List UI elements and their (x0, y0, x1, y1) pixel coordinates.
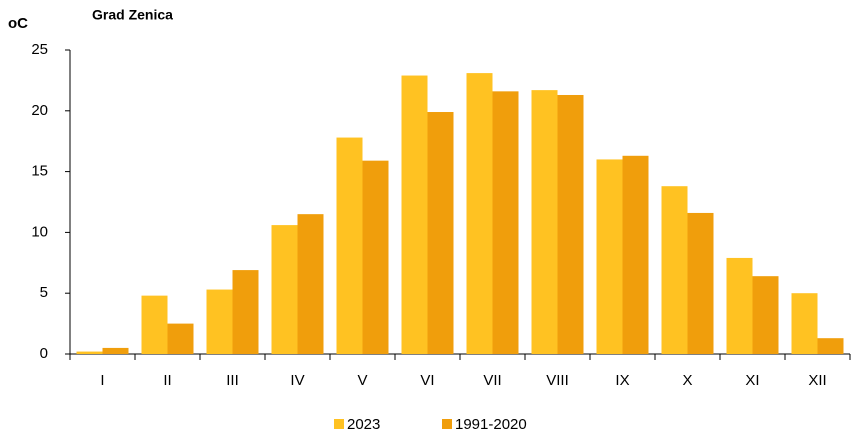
bar (141, 295, 168, 354)
bar (427, 112, 454, 355)
x-tick-label: VII (483, 372, 501, 389)
bar (336, 137, 363, 354)
legend-label: 1991-2020 (455, 416, 527, 433)
x-tick-label: XII (808, 372, 826, 389)
bar (167, 323, 194, 354)
bar (206, 289, 233, 354)
x-tick-label: VIII (546, 372, 569, 389)
bar (466, 73, 493, 354)
chart-title: Grad Zenica (92, 7, 173, 23)
bar (817, 338, 844, 354)
y-axis-label: oC (8, 15, 28, 32)
bar (557, 94, 584, 354)
y-tick-label: 15 (31, 163, 48, 180)
bar (791, 293, 818, 354)
y-tick-label: 20 (31, 102, 48, 119)
x-tick-label: X (682, 372, 692, 389)
bar (687, 212, 714, 354)
bar (622, 155, 649, 354)
x-tick-label: II (163, 372, 171, 389)
x-tick-label: VI (420, 372, 434, 389)
legend-label: 2023 (347, 416, 380, 433)
bar (401, 75, 428, 354)
bar (531, 90, 558, 355)
bar (297, 214, 324, 354)
x-tick-label: V (357, 372, 367, 389)
bar (726, 257, 753, 354)
bar (596, 159, 623, 354)
x-tick-label: IX (615, 372, 629, 389)
x-tick-label: IV (290, 372, 304, 389)
bar (76, 351, 103, 354)
x-tick-label: III (226, 372, 239, 389)
bar (232, 270, 259, 354)
x-tick-label: XI (745, 372, 759, 389)
y-tick-label: 0 (40, 345, 48, 362)
bar (492, 91, 519, 355)
x-tick-label: I (100, 372, 104, 389)
y-tick-label: 25 (31, 41, 48, 58)
legend-swatch (442, 419, 452, 429)
bar (102, 347, 129, 354)
bar (362, 160, 389, 354)
y-tick-label: 10 (31, 223, 48, 240)
legend-swatch (334, 419, 344, 429)
bar (752, 276, 779, 354)
y-tick-label: 5 (40, 284, 48, 301)
bar (271, 225, 298, 354)
bar (661, 186, 688, 354)
